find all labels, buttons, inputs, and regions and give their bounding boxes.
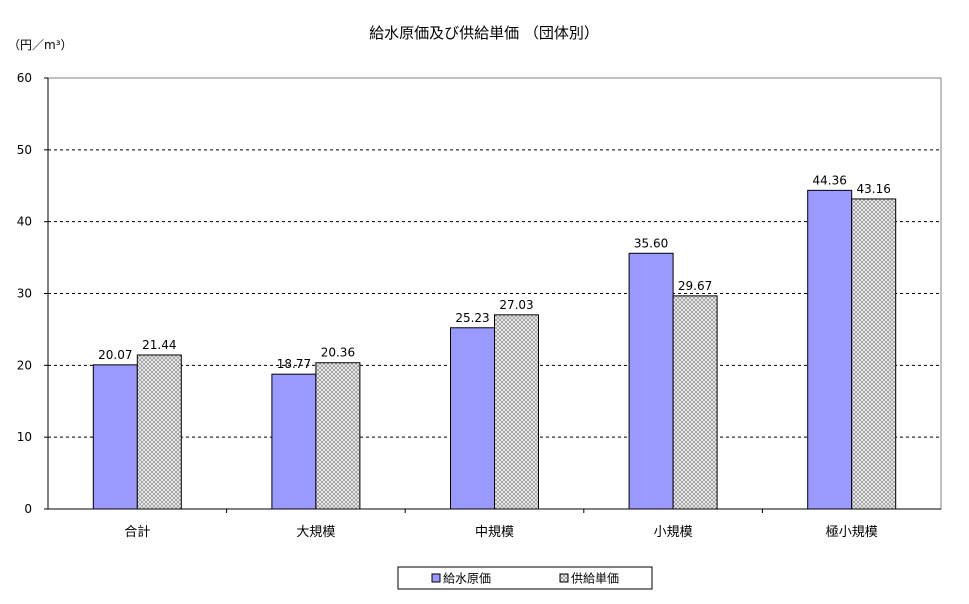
bar <box>628 252 674 510</box>
data-label: 20.36 <box>321 346 355 360</box>
y-tick-label: 50 <box>17 143 32 157</box>
bar <box>315 362 361 510</box>
data-label: 18.77 <box>277 357 311 371</box>
x-tick-label: 中規模 <box>475 525 514 540</box>
data-label: 43.16 <box>857 182 891 196</box>
bar <box>851 198 897 510</box>
bars <box>92 189 897 510</box>
data-label: 44.36 <box>813 173 847 187</box>
x-tick-label: 大規模 <box>296 525 335 540</box>
legend-swatch <box>431 573 441 583</box>
y-tick-label: 10 <box>17 430 32 444</box>
bar <box>136 354 182 510</box>
bar <box>271 373 317 510</box>
data-labels: 20.07 21.44 18.77 20.36 25.23 27.03 35.60 29.67… <box>98 173 891 371</box>
bar <box>494 314 539 510</box>
data-label: 21.44 <box>142 338 176 352</box>
y-tick-label: 40 <box>17 215 32 229</box>
data-label: 27.03 <box>499 298 533 312</box>
legend: 給水原価 供給単価 <box>397 566 653 590</box>
y-tick-label: 0 <box>24 502 32 516</box>
data-label: 20.07 <box>98 348 132 362</box>
y-axis-unit-label: （円／m³） <box>8 38 73 52</box>
data-label: 25.23 <box>455 311 489 325</box>
legend-box <box>397 566 653 590</box>
x-tick-label: 合計 <box>124 524 150 540</box>
bar <box>807 189 853 510</box>
legend-entry: 給水原価 <box>443 572 491 586</box>
chart-title: 給水原価及び供給単価 （団体別） <box>369 24 599 42</box>
legend-entry: 供給単価 <box>571 572 619 586</box>
y-tick-label: 30 <box>17 287 32 301</box>
data-label: 29.67 <box>678 279 712 293</box>
y-tick-label: 20 <box>17 358 32 372</box>
data-label: 35.60 <box>634 236 668 250</box>
bar <box>672 295 718 510</box>
x-tick-label: 小規模 <box>654 525 693 540</box>
y-tick-label: 60 <box>17 71 32 85</box>
legend-swatch <box>559 573 569 583</box>
bar <box>450 327 495 510</box>
bar <box>92 364 138 510</box>
x-tick-label: 極小規模 <box>826 524 878 540</box>
